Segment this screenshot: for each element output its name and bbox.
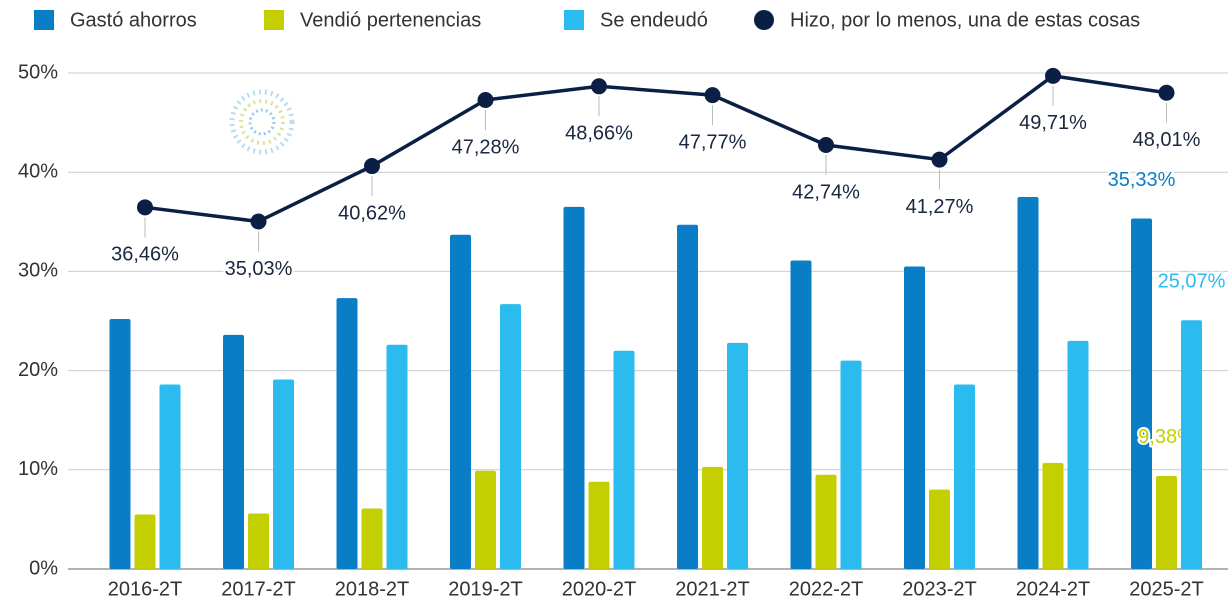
data-label: 48,66% bbox=[565, 123, 633, 145]
bar bbox=[1017, 197, 1039, 569]
data-label: 47,77% bbox=[679, 131, 747, 153]
line-point bbox=[818, 137, 834, 154]
bar bbox=[1156, 475, 1177, 569]
data-label: 49,71% bbox=[1019, 112, 1087, 134]
x-tick-label: 2022-2T bbox=[789, 578, 864, 600]
legend-label: Hizo, por lo menos, una de estas cosas bbox=[790, 9, 1140, 31]
bar bbox=[727, 342, 748, 569]
bar bbox=[336, 298, 358, 569]
bar bbox=[1181, 320, 1202, 569]
bar bbox=[840, 360, 862, 569]
bar bbox=[475, 470, 496, 569]
x-tick-label: 2017-2T bbox=[221, 578, 296, 600]
data-label: 36,46% bbox=[111, 244, 179, 266]
bar bbox=[563, 206, 585, 570]
legend-marker bbox=[754, 10, 774, 30]
x-tick-label: 2025-2T bbox=[1129, 578, 1204, 600]
line-point bbox=[364, 158, 380, 175]
line-point bbox=[250, 213, 267, 230]
data-label: 47,28% bbox=[452, 136, 520, 158]
bar bbox=[613, 350, 635, 569]
line-point bbox=[704, 87, 721, 104]
logo bbox=[229, 89, 295, 155]
bar bbox=[450, 234, 471, 570]
bar bbox=[223, 334, 244, 569]
bar bbox=[386, 344, 408, 569]
legend-label: Vendió pertenencias bbox=[300, 9, 481, 31]
bar bbox=[702, 466, 723, 569]
data-label: 40,62% bbox=[338, 202, 406, 224]
bar bbox=[248, 513, 269, 569]
bar bbox=[134, 514, 156, 569]
bar bbox=[790, 260, 812, 569]
bar bbox=[361, 508, 383, 569]
y-tick-label: 10% bbox=[18, 458, 58, 480]
data-label: 35,03% bbox=[225, 258, 293, 280]
bar bbox=[1067, 340, 1089, 569]
bar bbox=[1042, 462, 1064, 569]
y-tick-label: 50% bbox=[18, 61, 58, 83]
line-point bbox=[477, 91, 494, 108]
x-tick-label: 2019-2T bbox=[448, 578, 523, 600]
y-tick-label: 20% bbox=[18, 359, 58, 381]
x-tick-label: 2016-2T bbox=[108, 578, 183, 600]
legend-marker bbox=[34, 10, 54, 30]
y-tick-label: 40% bbox=[18, 160, 58, 182]
bar bbox=[500, 304, 521, 569]
y-tick-label: 30% bbox=[18, 260, 58, 282]
bar bbox=[159, 384, 181, 569]
data-label: 41,27% bbox=[906, 196, 974, 218]
data-label: 35,33% bbox=[1108, 169, 1176, 191]
x-tick-label: 2023-2T bbox=[902, 578, 977, 600]
y-tick-label: 0% bbox=[29, 557, 58, 579]
legend-label: Gastó ahorros bbox=[70, 9, 197, 31]
bar bbox=[1131, 218, 1152, 569]
legend-label: Se endeudó bbox=[600, 9, 708, 31]
bar bbox=[109, 319, 131, 569]
bar bbox=[904, 266, 925, 569]
x-tick-label: 2020-2T bbox=[562, 578, 637, 600]
data-label: 48,01% bbox=[1133, 129, 1201, 151]
legend-marker bbox=[564, 10, 584, 30]
line-point bbox=[931, 151, 948, 168]
bar bbox=[929, 489, 950, 569]
line bbox=[144, 74, 1167, 224]
x-tick-label: 2024-2T bbox=[1016, 578, 1091, 600]
bar bbox=[273, 379, 294, 569]
bar bbox=[588, 481, 610, 569]
data-label: 25,07% bbox=[1158, 271, 1226, 293]
bar bbox=[677, 224, 698, 569]
line-point bbox=[1158, 84, 1175, 101]
line-point bbox=[1045, 67, 1061, 84]
line-point bbox=[137, 199, 153, 216]
bar bbox=[815, 474, 837, 569]
bar bbox=[954, 384, 975, 569]
x-tick-label: 2021-2T bbox=[675, 578, 750, 600]
x-tick-label: 2018-2T bbox=[335, 578, 410, 600]
data-label: 42,74% bbox=[792, 181, 860, 203]
line-point bbox=[591, 78, 607, 95]
legend-marker bbox=[264, 10, 284, 30]
